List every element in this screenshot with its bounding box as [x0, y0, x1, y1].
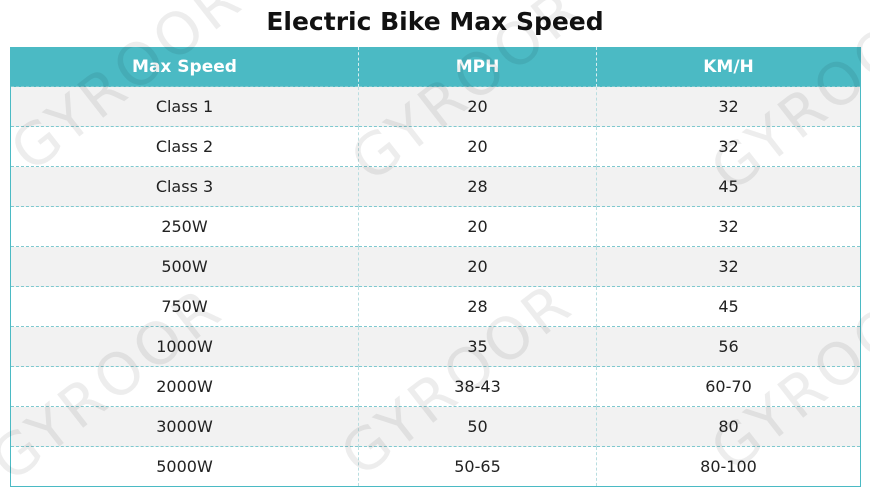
table-cell: 45: [596, 286, 861, 327]
table-row: Class 1 20 32: [10, 86, 861, 127]
table-cell: 28: [358, 286, 597, 327]
table-cell: 1000W: [10, 326, 359, 367]
speed-table: Max Speed MPH KM/H Class 1 20 32 Class 2 20 32 C…: [10, 47, 861, 487]
table-cell: 56: [596, 326, 861, 367]
table-cell: 32: [596, 246, 861, 287]
table-row: 750W 28 45: [10, 286, 861, 327]
table-cell: 80-100: [596, 446, 861, 487]
table-cell: 250W: [10, 206, 359, 247]
table-cell: 38-43: [358, 366, 597, 407]
table-cell: 20: [358, 126, 597, 167]
table-cell: 750W: [10, 286, 359, 327]
header-row: Max Speed MPH KM/H: [10, 47, 861, 87]
table-cell: 2000W: [10, 366, 359, 407]
table-row: Class 3 28 45: [10, 166, 861, 207]
table-cell: 32: [596, 126, 861, 167]
table-cell: Class 3: [10, 166, 359, 207]
table-cell: 5000W: [10, 446, 359, 487]
table-cell: 32: [596, 206, 861, 247]
column-header: Max Speed: [10, 47, 359, 87]
table-body: Class 1 20 32 Class 2 20 32 Class 3 28 45 250W 20 3…: [10, 86, 861, 487]
column-header: KM/H: [596, 47, 861, 87]
table-cell: 50-65: [358, 446, 597, 487]
table-row: 250W 20 32: [10, 206, 861, 247]
table-cell: 35: [358, 326, 597, 367]
table-cell: Class 2: [10, 126, 359, 167]
table-cell: 50: [358, 406, 597, 447]
table-row: 1000W 35 56: [10, 326, 861, 367]
table-row: Class 2 20 32: [10, 126, 861, 167]
table-cell: 20: [358, 86, 597, 127]
table-cell: Class 1: [10, 86, 359, 127]
table-row: 5000W 50-65 80-100: [10, 446, 861, 487]
table-cell: 500W: [10, 246, 359, 287]
table-row: 3000W 50 80: [10, 406, 861, 447]
table-cell: 60-70: [596, 366, 861, 407]
table-row: 500W 20 32: [10, 246, 861, 287]
page-title: Electric Bike Max Speed: [266, 7, 604, 36]
table-cell: 3000W: [10, 406, 359, 447]
table-cell: 20: [358, 206, 597, 247]
table-cell: 28: [358, 166, 597, 207]
table-cell: 20: [358, 246, 597, 287]
table-row: 2000W 38-43 60-70: [10, 366, 861, 407]
table-cell: 45: [596, 166, 861, 207]
table-cell: 80: [596, 406, 861, 447]
column-header: MPH: [358, 47, 597, 87]
table-cell: 32: [596, 86, 861, 127]
